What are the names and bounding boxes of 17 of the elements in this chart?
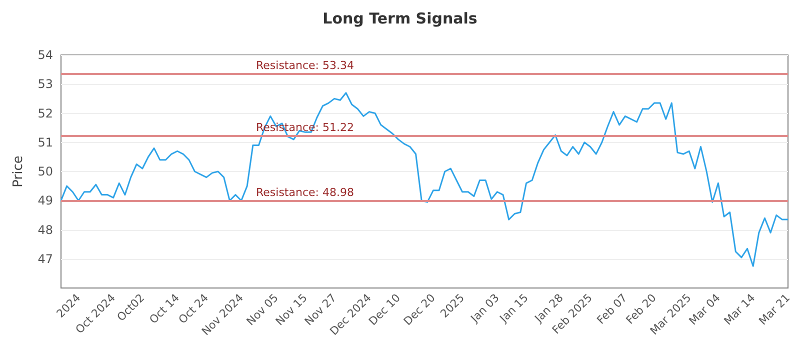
ref-line-label: Resistance: 53.34 — [256, 59, 354, 72]
y-tick-label: 51 — [38, 135, 53, 150]
x-tick-label: Dec 20 — [401, 291, 438, 328]
y-tick-label: 52 — [38, 106, 53, 120]
y-tick-label: 50 — [38, 164, 53, 178]
x-tick-label: Mar 21 — [756, 291, 793, 328]
x-tick-label: Mar 14 — [721, 291, 758, 328]
y-tick-label: 48 — [38, 222, 53, 237]
y-tick-label: 54 — [38, 48, 53, 62]
x-tick-label: Jan 15 — [496, 291, 531, 326]
y-axis-title: Price — [11, 156, 26, 188]
y-tick-label: 49 — [38, 194, 53, 208]
y-tick-label: 47 — [38, 252, 53, 266]
y-tick-label: 53 — [38, 77, 53, 92]
chart-title: Long Term Signals — [322, 10, 478, 28]
line-series — [60, 92, 789, 267]
ref-line-label: Resistance: 48.98 — [256, 186, 354, 200]
